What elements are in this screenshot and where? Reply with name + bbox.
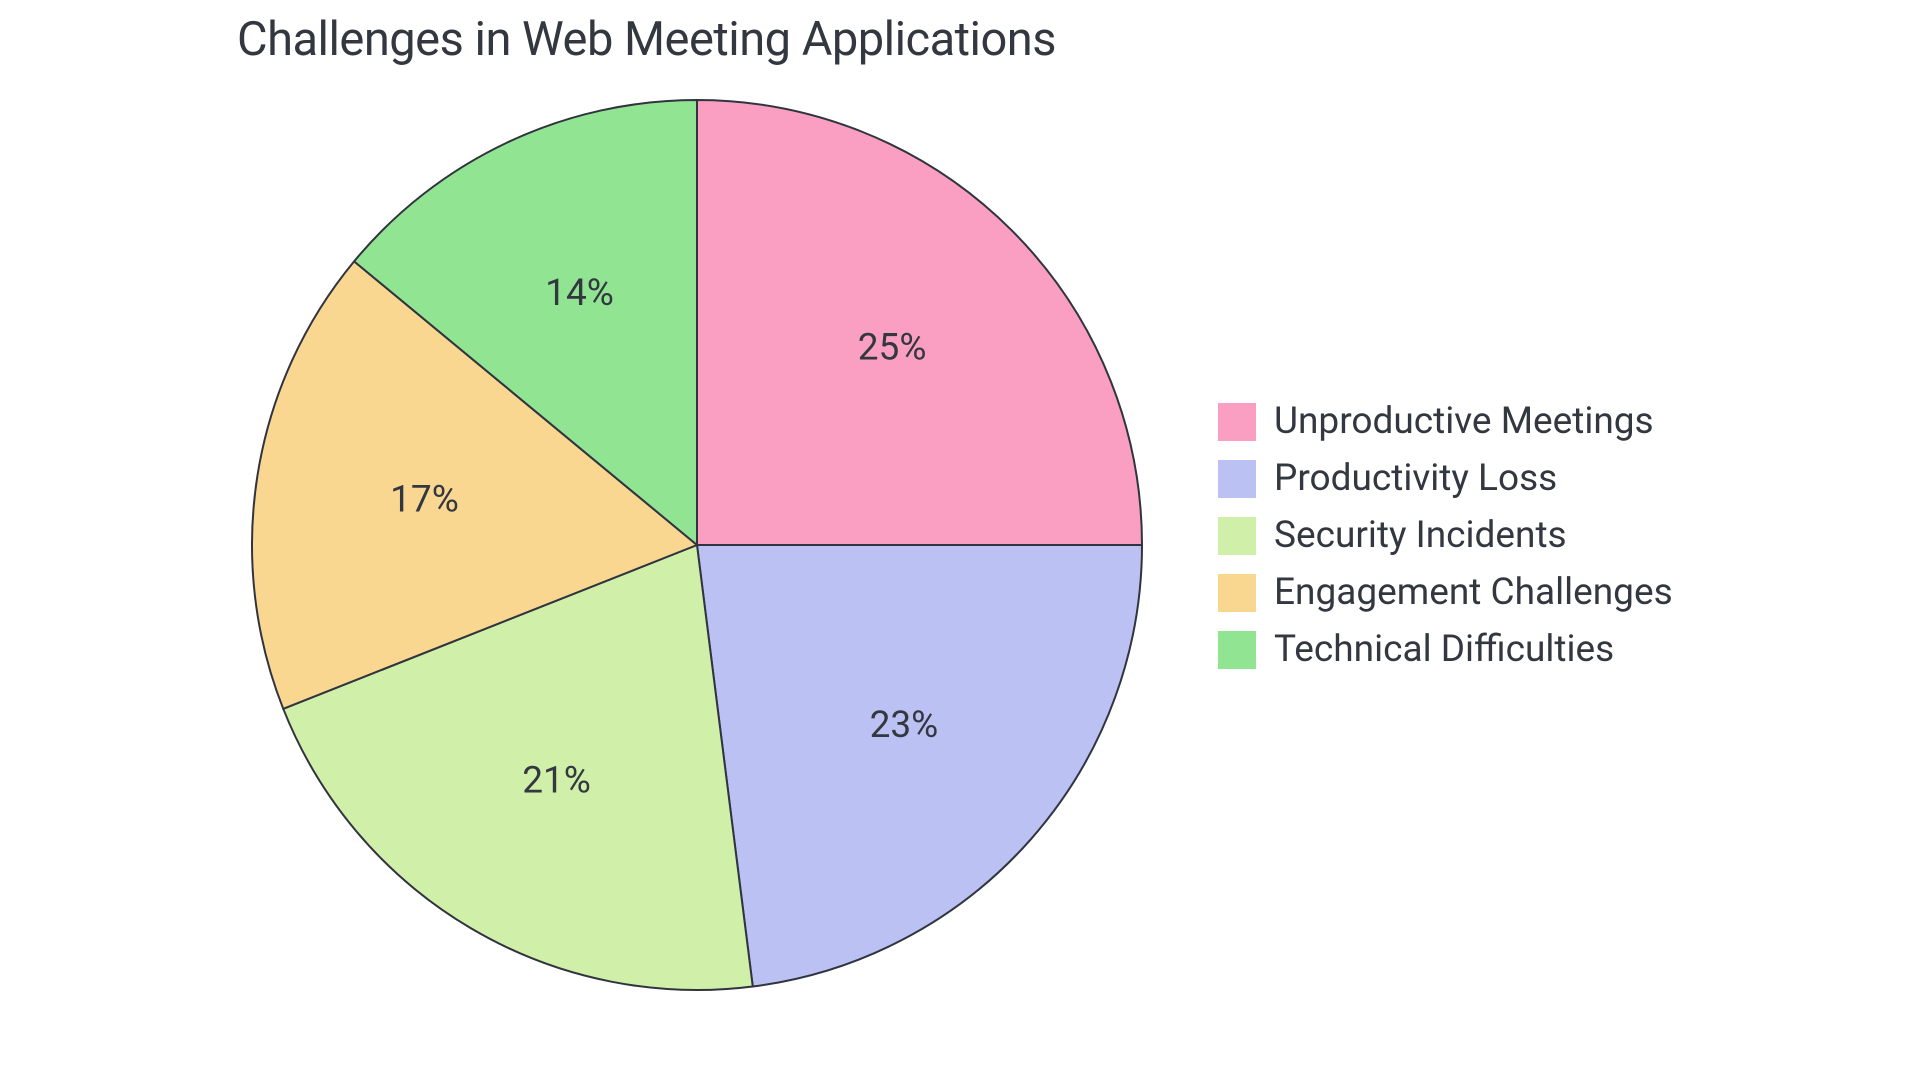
chart-stage: Challenges in Web Meeting Applications 2… — [0, 0, 1920, 1083]
legend-label: Security Incidents — [1274, 514, 1567, 557]
slice-label: 25% — [858, 327, 927, 370]
legend-item: Technical Difficulties — [1218, 628, 1673, 671]
legend-swatch — [1218, 460, 1256, 498]
pie-slice — [697, 100, 1142, 545]
legend-item: Engagement Challenges — [1218, 571, 1673, 614]
slice-label: 21% — [522, 759, 591, 802]
slice-label: 17% — [390, 479, 459, 522]
slice-label: 14% — [545, 272, 614, 315]
legend-label: Unproductive Meetings — [1274, 400, 1654, 443]
pie-chart: 25% 23% 21% 17% 14% — [248, 96, 1146, 994]
pie-slice — [697, 545, 1142, 986]
legend-item: Security Incidents — [1218, 514, 1673, 557]
legend-item: Productivity Loss — [1218, 457, 1673, 500]
legend-swatch — [1218, 574, 1256, 612]
legend-swatch — [1218, 517, 1256, 555]
legend-label: Engagement Challenges — [1274, 571, 1673, 614]
slice-label: 23% — [870, 704, 939, 747]
legend: Unproductive Meetings Productivity Loss Se… — [1218, 400, 1673, 671]
legend-item: Unproductive Meetings — [1218, 400, 1673, 443]
legend-swatch — [1218, 403, 1256, 441]
chart-title: Challenges in Web Meeting Applications — [237, 12, 1056, 67]
legend-swatch — [1218, 631, 1256, 669]
legend-label: Technical Difficulties — [1274, 628, 1614, 671]
legend-label: Productivity Loss — [1274, 457, 1557, 500]
